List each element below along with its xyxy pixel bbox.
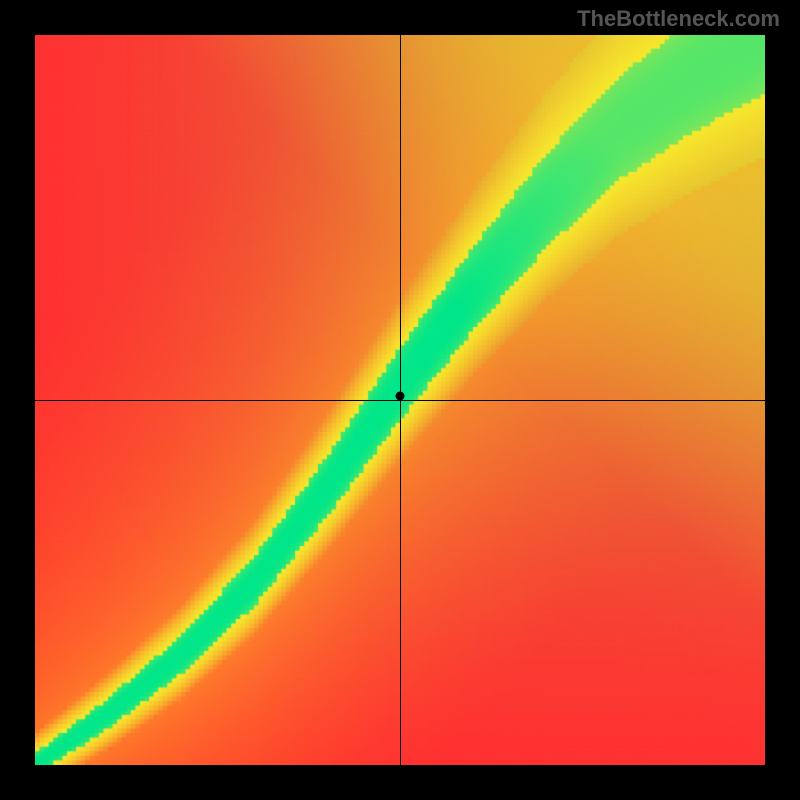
heatmap-plot [35,35,765,765]
page-root: TheBottleneck.com [0,0,800,800]
watermark-text: TheBottleneck.com [577,6,780,32]
marker-dot [396,392,405,401]
